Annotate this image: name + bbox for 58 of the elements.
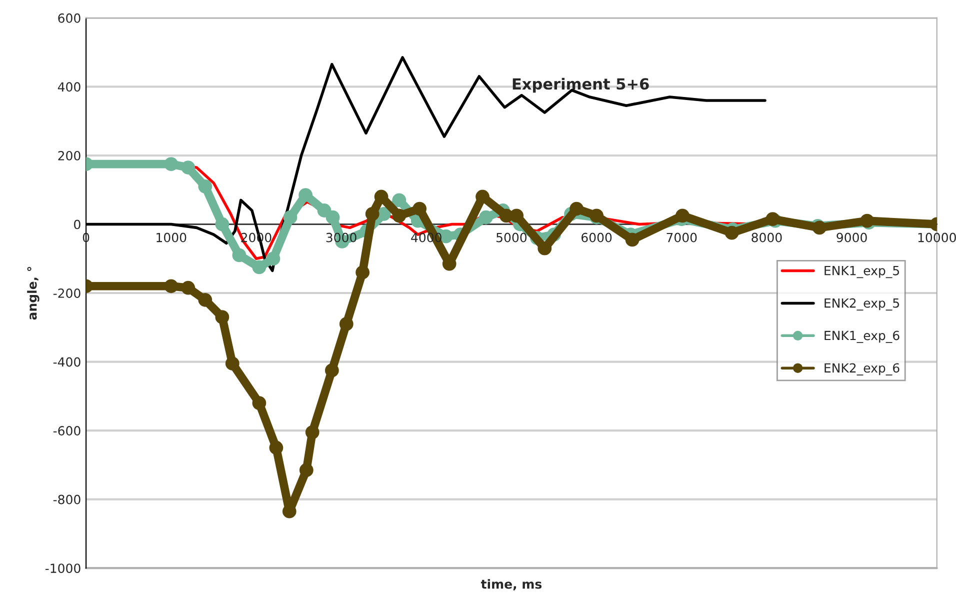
y-tick-label: 600 (58, 13, 80, 23)
point (215, 217, 230, 232)
legend-label: ENK1_exp_5 (824, 266, 900, 278)
point (510, 208, 524, 223)
point (164, 279, 178, 294)
x-tick-label: 7000 (666, 232, 697, 242)
point (570, 202, 584, 216)
y-tick-label: -400 (53, 357, 80, 367)
point (766, 212, 780, 226)
legend-label: ENK1_exp_6 (824, 330, 900, 343)
point (215, 310, 230, 324)
point (225, 356, 240, 370)
point (625, 232, 640, 247)
legend-label: ENK2_exp_5 (824, 298, 900, 311)
point (299, 463, 314, 478)
x-tick-label: 10000 (918, 232, 956, 242)
point (305, 425, 320, 440)
legend-label: ENK2_exp_6 (824, 363, 900, 376)
x-tick-label: 5000 (496, 232, 527, 242)
point (365, 206, 380, 221)
y-tick-label: 0 (74, 220, 80, 230)
point (339, 317, 354, 331)
point (198, 179, 212, 194)
point (326, 210, 340, 224)
point (181, 160, 196, 174)
x-axis-title: time, ms (480, 579, 542, 590)
x-tick-label: 8000 (752, 232, 782, 242)
point (198, 292, 212, 307)
point (478, 210, 493, 224)
y-tick-label: -800 (53, 494, 80, 504)
point (676, 208, 690, 223)
point (283, 210, 298, 224)
point (412, 202, 427, 216)
point (164, 157, 178, 172)
point (538, 241, 552, 256)
point (269, 440, 284, 455)
y-tick-label: 200 (58, 150, 80, 160)
y-tick-label: -200 (53, 288, 80, 298)
point (181, 280, 196, 295)
x-tick-label: 9000 (836, 232, 867, 242)
point (298, 188, 312, 202)
y-tick-label: -1000 (45, 564, 80, 574)
point (266, 252, 280, 266)
y-axis-title: angle, ° (27, 266, 40, 320)
point (356, 265, 370, 280)
point (392, 193, 406, 208)
point (252, 260, 266, 274)
point (724, 226, 739, 240)
point (476, 190, 490, 204)
x-tick-label: 6000 (582, 232, 612, 242)
point (252, 396, 266, 410)
text: Experiment 5+6 (512, 78, 649, 93)
point (232, 248, 246, 262)
x-tick-label: 1000 (156, 232, 186, 242)
y-tick-label: -600 (53, 426, 80, 436)
point (324, 363, 339, 378)
y-tick-label: 400 (58, 82, 80, 92)
point (392, 208, 406, 223)
